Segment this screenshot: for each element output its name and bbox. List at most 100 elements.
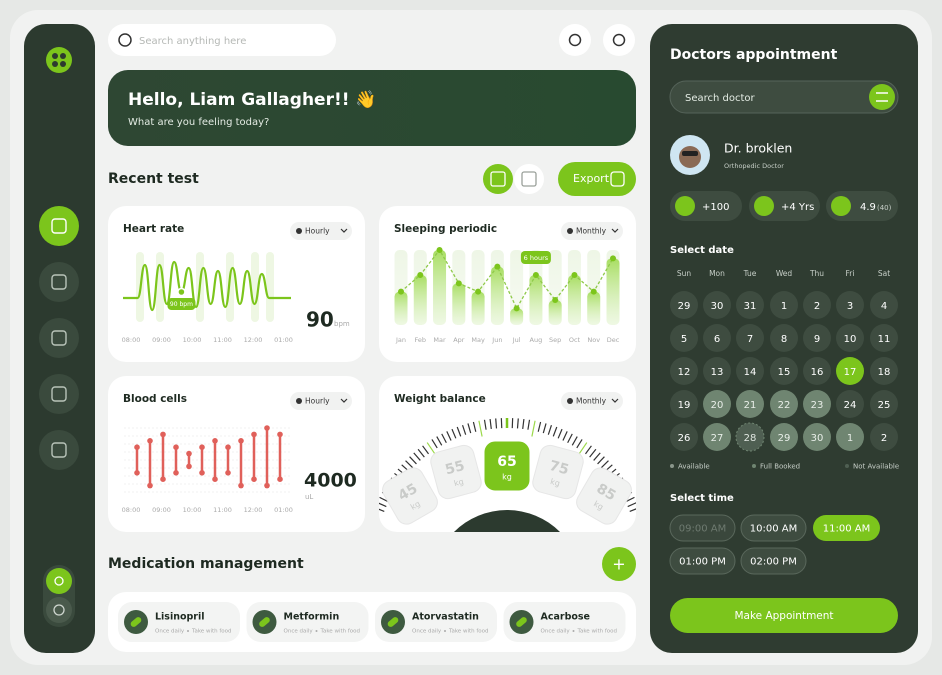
medication-frequency: Once daily bbox=[541, 629, 571, 635]
calendar-day[interactable] bbox=[870, 390, 898, 418]
export-label: Export bbox=[573, 172, 610, 185]
gauge-tick bbox=[413, 452, 421, 461]
calendar-day[interactable] bbox=[703, 291, 731, 319]
filter-button[interactable] bbox=[869, 84, 895, 110]
x-tick-label: 01:00 bbox=[274, 506, 293, 514]
day-number: 9 bbox=[814, 334, 820, 345]
content: Search anything here Hello, Liam Gallaghe… bbox=[39, 24, 899, 652]
calendar-day[interactable] bbox=[670, 423, 698, 451]
medication-card[interactable] bbox=[246, 602, 369, 642]
calendar-day[interactable] bbox=[770, 324, 798, 352]
day-number: 1 bbox=[847, 433, 853, 444]
bar bbox=[452, 283, 466, 325]
calendar-day[interactable] bbox=[703, 324, 731, 352]
calendar-day[interactable] bbox=[803, 357, 831, 385]
export-button[interactable] bbox=[558, 162, 636, 196]
gauge-tick bbox=[531, 420, 536, 437]
grid-view[interactable] bbox=[483, 164, 513, 194]
point bbox=[436, 247, 443, 253]
tile-box bbox=[382, 467, 438, 525]
nav-icon bbox=[51, 442, 67, 458]
dark-mode[interactable] bbox=[46, 597, 72, 623]
calendar-day[interactable] bbox=[870, 291, 898, 319]
chevron bbox=[340, 398, 348, 403]
x-tick-label: 09:00 bbox=[152, 506, 171, 514]
chevron bbox=[611, 228, 619, 233]
doctor-search[interactable] bbox=[669, 80, 899, 114]
x-tick-label: Nov bbox=[587, 336, 600, 344]
calendar-day[interactable] bbox=[736, 324, 764, 352]
weekday: Tue bbox=[743, 269, 757, 278]
notification-button[interactable] bbox=[603, 24, 635, 56]
calendar-day[interactable] bbox=[770, 291, 798, 319]
calendar-day[interactable] bbox=[836, 291, 864, 319]
nav-icon bbox=[51, 330, 67, 346]
medication-card[interactable] bbox=[503, 602, 626, 642]
avatar-face bbox=[679, 146, 701, 168]
nav-button[interactable] bbox=[39, 206, 79, 246]
medication-card[interactable] bbox=[375, 602, 497, 642]
search-icon bbox=[118, 33, 132, 47]
time-slot[interactable] bbox=[813, 515, 880, 541]
range-low bbox=[277, 476, 283, 483]
time-slot[interactable] bbox=[740, 547, 807, 575]
chevron bbox=[611, 398, 619, 403]
filter-dropdown[interactable] bbox=[290, 222, 352, 240]
logo-dot bbox=[60, 61, 66, 67]
filter-dropdown[interactable] bbox=[290, 392, 352, 410]
calendar-day[interactable] bbox=[803, 324, 831, 352]
calendar-day[interactable] bbox=[670, 357, 698, 385]
range-high bbox=[238, 438, 244, 444]
calendar-day[interactable] bbox=[870, 423, 898, 451]
calendar-day[interactable] bbox=[870, 324, 898, 352]
search-bar[interactable] bbox=[108, 24, 336, 56]
calendar-day[interactable] bbox=[870, 357, 898, 385]
calendar-day[interactable] bbox=[670, 324, 698, 352]
logo-dot bbox=[52, 53, 58, 59]
tile-box bbox=[430, 444, 482, 500]
tile-value: 65 bbox=[497, 454, 516, 470]
list-icon bbox=[521, 171, 537, 187]
time-label: 10:00 AM bbox=[750, 524, 797, 535]
calendar-day[interactable] bbox=[803, 291, 831, 319]
gauge-tick bbox=[417, 448, 425, 458]
time-label: 09:00 AM bbox=[679, 524, 726, 535]
nav-button[interactable] bbox=[39, 318, 79, 358]
x-tick-label: 10:00 bbox=[183, 336, 202, 344]
day-number: 24 bbox=[844, 400, 857, 411]
filter-dropdown[interactable] bbox=[561, 392, 623, 410]
search-button[interactable] bbox=[559, 24, 591, 56]
nav-button[interactable] bbox=[39, 262, 79, 302]
filter-dropdown[interactable] bbox=[561, 222, 623, 240]
light-mode[interactable] bbox=[46, 568, 72, 594]
nav-button[interactable] bbox=[39, 374, 79, 414]
time-slot[interactable] bbox=[740, 514, 807, 542]
calendar-day[interactable] bbox=[770, 357, 798, 385]
calendar-day[interactable] bbox=[703, 357, 731, 385]
calendar-day[interactable] bbox=[670, 390, 698, 418]
time-slot[interactable] bbox=[669, 547, 736, 575]
calendar-day[interactable] bbox=[836, 390, 864, 418]
day-number: 1 bbox=[781, 301, 787, 312]
medication-name: Lisinopril bbox=[155, 612, 205, 623]
sleep-line bbox=[400, 248, 614, 310]
day-number: 29 bbox=[678, 301, 691, 312]
gauge-tick bbox=[589, 448, 597, 458]
calendar-day[interactable] bbox=[735, 422, 765, 452]
calendar-day[interactable] bbox=[670, 291, 698, 319]
calendar-day[interactable] bbox=[736, 357, 764, 385]
calendar-day[interactable] bbox=[836, 324, 864, 352]
day-number: 3 bbox=[847, 301, 853, 312]
medication-card[interactable] bbox=[118, 602, 240, 642]
day-number: 17 bbox=[844, 367, 857, 378]
make-appointment-button[interactable] bbox=[670, 598, 898, 633]
point bbox=[610, 255, 616, 262]
calendar-day[interactable] bbox=[736, 291, 764, 319]
nav-button[interactable] bbox=[39, 430, 79, 470]
list-view[interactable] bbox=[514, 164, 544, 194]
x-tick-label: 08:00 bbox=[122, 506, 141, 514]
add-button[interactable] bbox=[602, 547, 636, 581]
point bbox=[552, 297, 559, 303]
calendar-day[interactable] bbox=[836, 357, 864, 385]
